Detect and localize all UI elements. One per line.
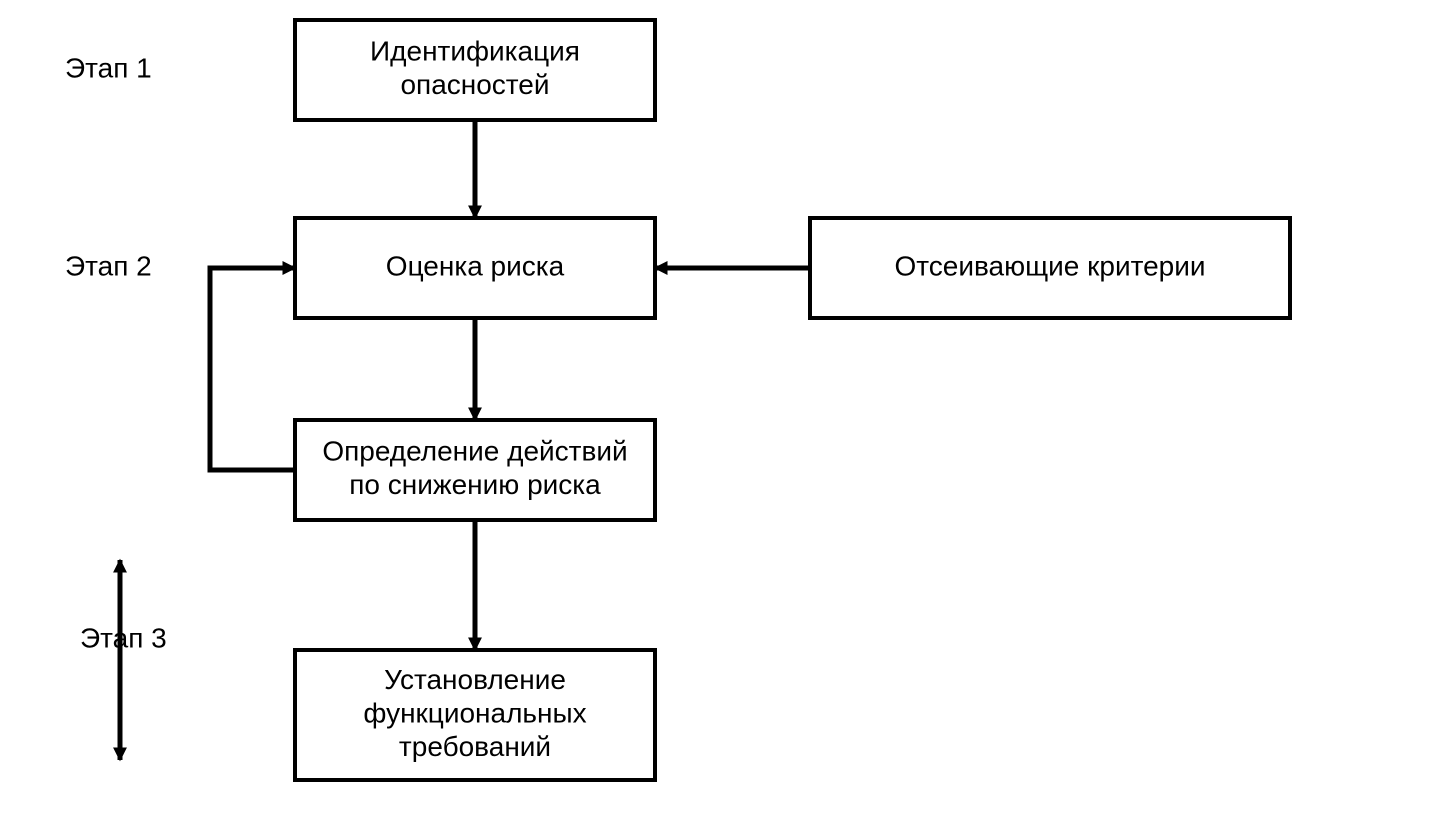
flowchart-canvas: Идентификацияопасностей Оценка риска Отсеи… [0,0,1443,837]
node-n2: Оценка риска [295,218,655,318]
node-n2-line0: Оценка риска [386,250,565,281]
node-n1-line0: Идентификация [370,36,580,67]
stage-label-s2: Этап 2 [65,250,152,281]
node-n4-line0: Определение действий [322,436,627,467]
edge-e5 [210,268,295,470]
node-n5-line1: функциональных [363,697,586,728]
stage-label-s1: Этап 1 [65,52,152,83]
node-n1-line1: опасностей [400,69,549,100]
node-n4-line1: по снижению риска [349,469,601,500]
stage-label-s3: Этап 3 [80,622,167,653]
node-n1: Идентификацияопасностей [295,20,655,120]
node-n5-line0: Установление [384,664,566,695]
node-n5-line2: требований [399,731,551,762]
node-n4: Определение действийпо снижению риска [295,420,655,520]
node-n3-line0: Отсеивающие критерии [894,250,1205,281]
node-n3: Отсеивающие критерии [810,218,1290,318]
node-n5: Установлениефункциональныхтребований [295,650,655,780]
